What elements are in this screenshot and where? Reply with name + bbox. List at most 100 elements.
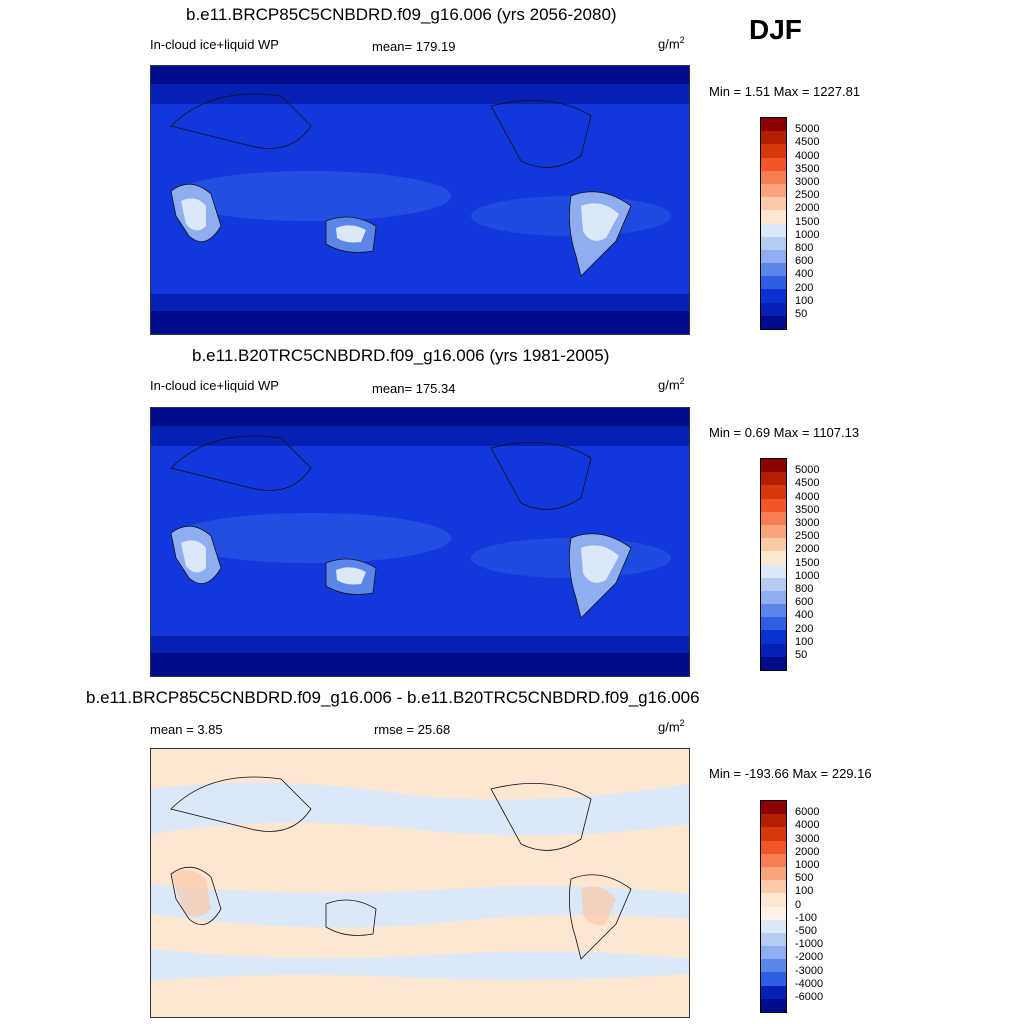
- panel-1-units: g/m2: [658, 35, 685, 52]
- legend-swatch: [761, 263, 786, 277]
- legend-swatch: [761, 932, 786, 947]
- panel-3-map-plot: [151, 749, 689, 1017]
- panel-2-legend-bar: [760, 458, 787, 671]
- legend-swatch: [761, 919, 786, 933]
- legend-swatch: [761, 498, 786, 512]
- legend-swatch: [761, 157, 786, 171]
- legend-tick-label: 2000: [795, 845, 820, 858]
- legend-tick-label: 4000: [795, 149, 820, 162]
- legend-swatch: [761, 210, 786, 224]
- legend-swatch: [761, 801, 786, 815]
- legend-swatch: [761, 998, 786, 1012]
- panel-2-variable-label: In-cloud ice+liquid WP: [150, 378, 279, 393]
- legend-tick-label: -4000: [795, 977, 824, 990]
- legend-swatch: [761, 827, 786, 841]
- legend-swatch: [761, 223, 786, 237]
- legend-tick-label: 0: [795, 898, 802, 911]
- legend-swatch: [761, 118, 786, 132]
- panel-3-minmax: Min = -193.66 Max = 229.16: [709, 766, 872, 781]
- legend-tick-label: 4000: [795, 490, 820, 503]
- legend-swatch: [761, 276, 786, 290]
- legend-swatch: [761, 577, 786, 591]
- panel-2-title: b.e11.B20TRC5CNBDRD.f09_g16.006 (yrs 198…: [192, 346, 610, 365]
- legend-swatch: [761, 524, 786, 539]
- legend-swatch: [761, 315, 786, 329]
- legend-swatch: [761, 511, 786, 525]
- panel-1-variable-label: In-cloud ice+liquid WP: [150, 37, 279, 52]
- panel-1-title: b.e11.BRCP85C5CNBDRD.f09_g16.006 (yrs 20…: [186, 5, 617, 24]
- panel-3-map: [150, 748, 690, 1018]
- legend-swatch: [761, 197, 786, 211]
- legend-swatch: [761, 170, 786, 184]
- legend-tick-label: 5000: [795, 464, 820, 477]
- legend-tick-label: 1000: [795, 569, 820, 582]
- panel-1-map: [150, 65, 690, 335]
- panel-1-legend-bar: [760, 117, 787, 330]
- legend-tick-label: 4000: [795, 819, 820, 832]
- legend-tick-label: -3000: [795, 964, 824, 977]
- legend-tick-label: 200: [795, 281, 814, 294]
- legend-tick-label: 800: [795, 583, 814, 595]
- legend-swatch: [761, 906, 786, 920]
- panel-3-units: g/m2: [658, 718, 685, 735]
- panel-1-mean: mean= 179.19: [372, 39, 456, 54]
- panel-2-map-plot: [151, 408, 689, 676]
- legend-tick-label: 2000: [795, 202, 820, 215]
- legend-tick-label: 400: [795, 609, 814, 622]
- legend-tick-label: 1500: [795, 215, 820, 228]
- legend-tick-label: -100: [795, 911, 818, 924]
- legend-swatch: [761, 814, 786, 828]
- legend-tick-label: 50: [795, 649, 808, 661]
- legend-tick-label: 800: [795, 242, 814, 254]
- legend-swatch: [761, 840, 786, 854]
- legend-swatch: [761, 459, 786, 473]
- legend-swatch: [761, 289, 786, 303]
- legend-tick-label: 2000: [795, 543, 820, 556]
- legend-swatch: [761, 985, 786, 999]
- legend-tick-label: 50: [795, 308, 808, 320]
- panel-3-legend-bar: [760, 800, 787, 1013]
- legend-tick-label: 100: [795, 294, 814, 307]
- legend-swatch: [761, 643, 786, 657]
- season-label: DJF: [749, 14, 802, 45]
- legend-swatch: [761, 880, 786, 894]
- legend-tick-label: 500: [795, 872, 814, 885]
- legend-tick-label: 600: [795, 596, 814, 609]
- legend-tick-label: 1000: [795, 859, 820, 871]
- legend-tick-label: -2000: [795, 951, 824, 964]
- legend-tick-label: 200: [795, 622, 814, 635]
- legend-swatch: [761, 866, 786, 881]
- legend-swatch: [761, 538, 786, 552]
- panel-2-minmax: Min = 0.69 Max = 1107.13: [709, 425, 860, 440]
- legend-tick-label: -500: [795, 925, 818, 937]
- legend-swatch: [761, 564, 786, 578]
- legend-swatch: [761, 144, 786, 158]
- legend-swatch: [761, 946, 786, 960]
- legend-tick-label: 3500: [795, 162, 820, 175]
- legend-swatch: [761, 183, 786, 198]
- legend-swatch: [761, 236, 786, 250]
- legend-tick-label: 4500: [795, 136, 820, 149]
- legend-tick-label: 400: [795, 268, 814, 281]
- legend-tick-label: 5000: [795, 123, 820, 136]
- legend-swatch: [761, 604, 786, 618]
- panel-3-title: b.e11.BRCP85C5CNBDRD.f09_g16.006 - b.e11…: [86, 688, 700, 707]
- legend-tick-label: 100: [795, 635, 814, 648]
- panel-2-mean: mean= 175.34: [372, 381, 456, 396]
- legend-tick-label: 3000: [795, 832, 820, 845]
- panel-1-map-plot: [151, 66, 689, 334]
- legend-tick-label: 6000: [795, 806, 820, 819]
- legend-tick-label: 3000: [795, 176, 820, 188]
- legend-swatch: [761, 485, 786, 499]
- legend-swatch: [761, 853, 786, 867]
- legend-swatch: [761, 551, 786, 565]
- legend-swatch: [761, 893, 786, 907]
- panel-1-minmax: Min = 1.51 Max = 1227.81: [709, 84, 861, 99]
- legend-tick-label: 2500: [795, 530, 820, 543]
- legend-tick-label: 1500: [795, 556, 820, 569]
- panel-2-map: [150, 407, 690, 677]
- legend-tick-label: -1000: [795, 938, 824, 951]
- legend-tick-label: 3000: [795, 517, 820, 529]
- legend-swatch: [761, 131, 786, 145]
- legend-swatch: [761, 959, 786, 973]
